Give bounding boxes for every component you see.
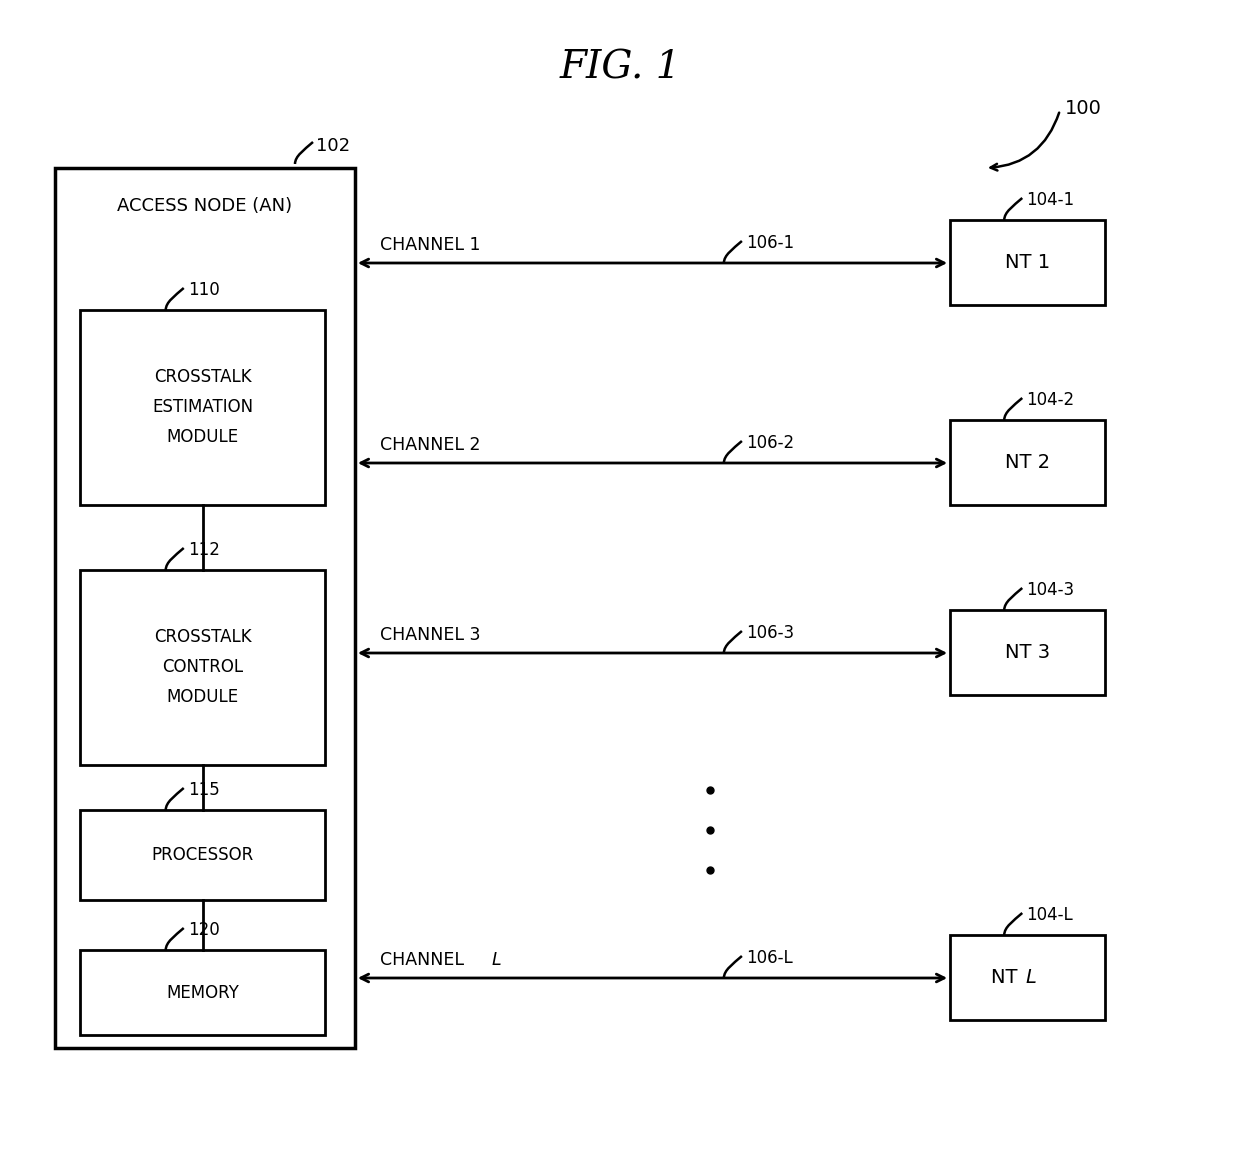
Text: 106-2: 106-2 bbox=[746, 434, 794, 452]
Text: 102: 102 bbox=[316, 136, 350, 155]
Text: CROSSTALK: CROSSTALK bbox=[154, 628, 252, 647]
Bar bbox=[950, 610, 1105, 695]
Text: 104-3: 104-3 bbox=[1027, 581, 1074, 599]
Text: ESTIMATION: ESTIMATION bbox=[153, 399, 253, 416]
Text: 106-L: 106-L bbox=[746, 949, 792, 967]
Text: CHANNEL 2: CHANNEL 2 bbox=[379, 436, 481, 454]
Text: MODULE: MODULE bbox=[166, 688, 238, 707]
Bar bbox=[950, 220, 1105, 305]
Bar bbox=[950, 935, 1105, 1020]
Text: 115: 115 bbox=[187, 781, 219, 799]
Text: FIG. 1: FIG. 1 bbox=[559, 49, 681, 87]
Text: 104-L: 104-L bbox=[1027, 906, 1073, 924]
Text: 120: 120 bbox=[187, 921, 219, 938]
Text: CHANNEL: CHANNEL bbox=[379, 951, 470, 969]
Text: L: L bbox=[1025, 968, 1037, 987]
Text: NT 1: NT 1 bbox=[1004, 253, 1050, 272]
Text: 106-1: 106-1 bbox=[746, 234, 794, 252]
Text: PROCESSOR: PROCESSOR bbox=[151, 846, 254, 864]
Bar bbox=[81, 570, 325, 766]
Text: L: L bbox=[492, 951, 502, 969]
Text: 112: 112 bbox=[187, 541, 219, 559]
Bar bbox=[81, 810, 325, 900]
Text: NT 2: NT 2 bbox=[1004, 453, 1050, 472]
Bar bbox=[81, 950, 325, 1035]
Bar bbox=[55, 168, 355, 1048]
Text: CONTROL: CONTROL bbox=[162, 659, 243, 676]
Text: ACCESS NODE (AN): ACCESS NODE (AN) bbox=[118, 198, 293, 215]
Text: 106-3: 106-3 bbox=[746, 624, 794, 642]
Text: 104-1: 104-1 bbox=[1027, 191, 1074, 209]
Text: 104-2: 104-2 bbox=[1027, 390, 1074, 409]
Text: CROSSTALK: CROSSTALK bbox=[154, 368, 252, 387]
Text: 110: 110 bbox=[187, 281, 219, 299]
Text: NT 3: NT 3 bbox=[1004, 643, 1050, 662]
Text: NT: NT bbox=[991, 968, 1023, 987]
Bar bbox=[81, 310, 325, 505]
Text: CHANNEL 3: CHANNEL 3 bbox=[379, 626, 481, 644]
Text: MEMORY: MEMORY bbox=[166, 983, 239, 1002]
Text: CHANNEL 1: CHANNEL 1 bbox=[379, 236, 481, 254]
Bar bbox=[950, 420, 1105, 505]
Text: 100: 100 bbox=[1065, 99, 1102, 118]
Text: MODULE: MODULE bbox=[166, 428, 238, 447]
